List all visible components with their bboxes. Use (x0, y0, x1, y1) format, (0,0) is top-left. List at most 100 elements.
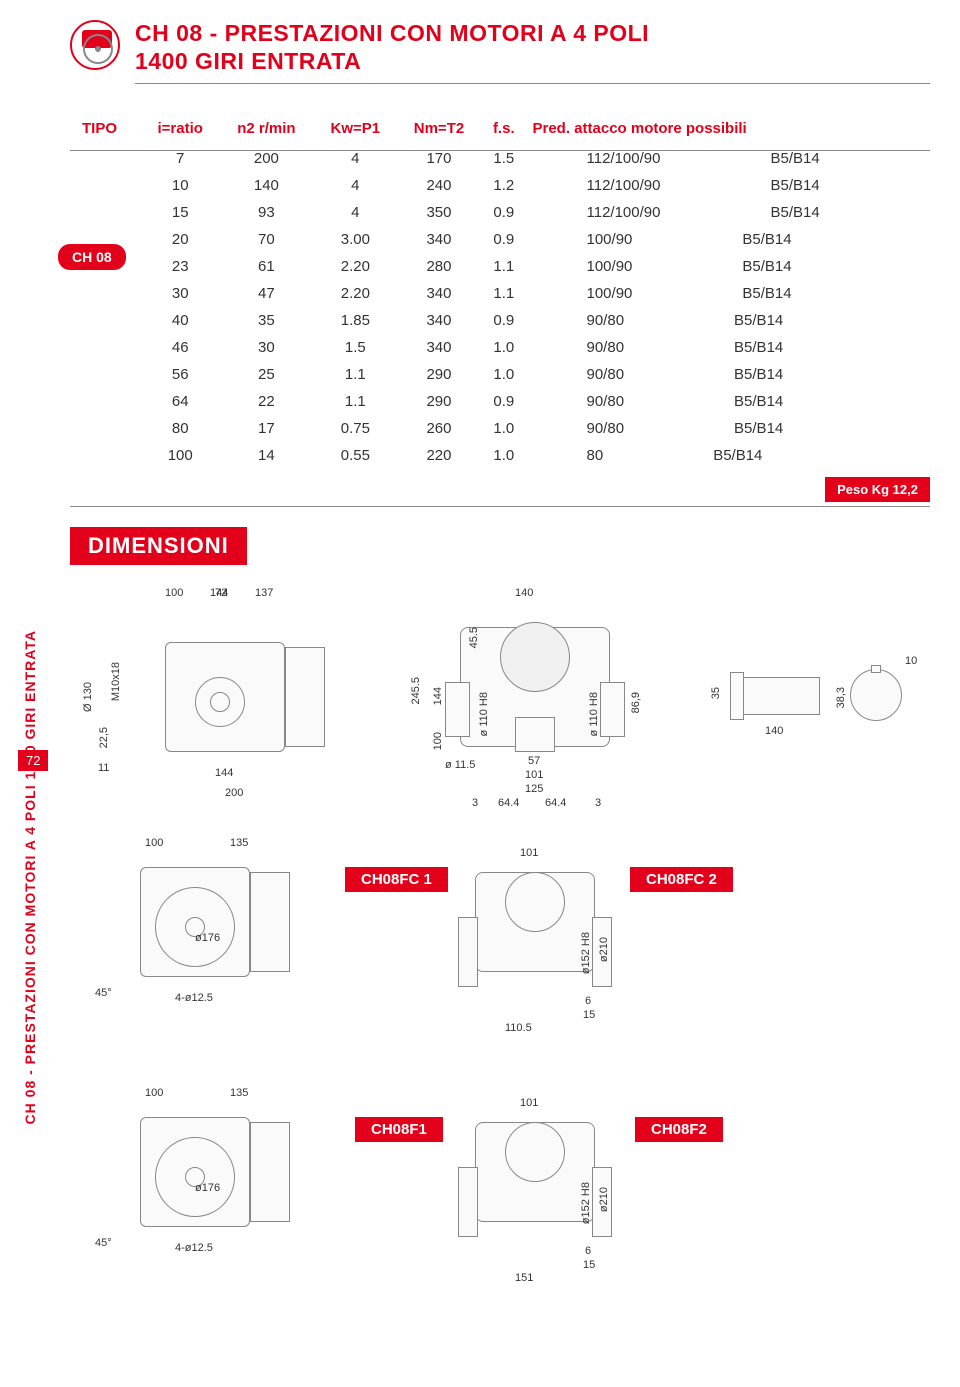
weight-badge: Peso Kg 12,2 (825, 477, 930, 502)
shaft-flange (730, 672, 744, 720)
dim: 57 (528, 755, 540, 767)
label-fc1: CH08FC 1 (345, 867, 448, 892)
label-f1: CH08F1 (355, 1117, 443, 1142)
label-fc2: CH08FC 2 (630, 867, 733, 892)
dim: 140 (765, 725, 783, 737)
drawing-fc-center: 101 ø152 H8 ø210 6 15 110.5 (440, 847, 640, 1047)
performance-table: TIPO i=ratio n2 r/min Kw=P1 Nm=T2 f.s. P… (70, 112, 930, 469)
flange-left (445, 682, 470, 737)
drawing-top-right: 35 140 38,3 10 (710, 647, 920, 747)
table-row: 56251.12901.090/80B5/B14 (70, 361, 930, 388)
dim: 35 (710, 687, 722, 699)
dim: Ø 130 (82, 682, 94, 712)
dim: 15 (583, 1259, 595, 1271)
header-divider (135, 83, 930, 84)
dim: 100 (145, 1087, 163, 1099)
table-header-row: TIPO i=ratio n2 r/min Kw=P1 Nm=T2 f.s. P… (70, 112, 930, 145)
table-row: 20703.003400.9100/90B5/B14 (70, 226, 930, 253)
col-pred: Pred. attacco motore possibili (527, 112, 931, 145)
dim: 45° (95, 1237, 112, 1249)
table-row: 46301.53401.090/80B5/B14 (70, 334, 930, 361)
f-flange (250, 1122, 290, 1222)
dim: 110.5 (505, 1022, 532, 1034)
col-tipo: TIPO (70, 112, 141, 145)
fc-flange (250, 872, 290, 972)
dim: 245.5 (410, 677, 422, 705)
col-nm: Nm=T2 (397, 112, 481, 145)
dim: 45.5 (468, 627, 480, 648)
dim: 140 (515, 587, 533, 599)
dim: ø210 (598, 1187, 610, 1212)
dimensions-area: 100 137 144 72 M10x18 Ø 130 22,5 11 144 … (70, 577, 930, 1357)
dim: 72 (215, 587, 227, 599)
dim: 86,9 (630, 692, 642, 713)
dim: ø176 (195, 932, 220, 944)
dim: 135 (230, 1087, 248, 1099)
dim: 144 (215, 767, 233, 779)
performance-table-wrap: CH 08 TIPO i=ratio n2 r/min Kw=P1 Nm=T2 … (70, 112, 930, 469)
dim: 3 (472, 797, 478, 809)
dim: ø 11.5 (445, 759, 475, 771)
table-row: 40351.853400.990/80B5/B14 (70, 307, 930, 334)
dim: 10 (905, 655, 917, 667)
f-flange-l (458, 1167, 478, 1237)
col-ratio: i=ratio (141, 112, 218, 145)
dim: ø152 H8 (580, 1182, 592, 1224)
dim: 135 (230, 837, 248, 849)
dim: 6 (585, 995, 591, 1007)
dim: 100 (145, 837, 163, 849)
drawing-fc-left: 100 135 ø176 45° 4-ø12.5 (100, 837, 310, 1037)
dim: ø 110 H8 (478, 692, 490, 736)
dim: 3 (595, 797, 601, 809)
fc-flange-l (458, 917, 478, 987)
brand-logo-icon (70, 20, 120, 70)
dim: 15 (583, 1009, 595, 1021)
drawing-top-left: 100 137 144 72 M10x18 Ø 130 22,5 11 144 … (110, 587, 340, 797)
dim: ø210 (598, 937, 610, 962)
table-head-divider (70, 150, 930, 151)
label-f2: CH08F2 (635, 1117, 723, 1142)
dim: 100 (165, 587, 183, 599)
dim: 6 (585, 1245, 591, 1257)
dim: ø152 H8 (580, 932, 592, 974)
dim: 125 (525, 783, 543, 795)
dim: 101 (520, 1097, 538, 1109)
dim: 137 (255, 587, 273, 599)
page-title-line1: CH 08 - PRESTAZIONI CON MOTORI A 4 POLI (135, 20, 930, 48)
dim: 101 (520, 847, 538, 859)
dim: 100 (432, 732, 444, 750)
drawing-top-center: 140 245.5 45.5 144 100 ø 110 H8 ø 110 H8… (400, 587, 660, 807)
dim: 151 (515, 1272, 533, 1284)
table-row: 159343500.9112/100/90B5/B14 (70, 199, 930, 226)
col-n2: n2 r/min (219, 112, 314, 145)
dim: M10x18 (110, 662, 122, 701)
title-block: CH 08 - PRESTAZIONI CON MOTORI A 4 POLI … (135, 20, 930, 84)
dim: 38,3 (835, 687, 847, 708)
dim: 64.4 (545, 797, 566, 809)
dim: 101 (525, 769, 543, 781)
flange-plate (285, 647, 325, 747)
table-row: 23612.202801.1100/90B5/B14 (70, 253, 930, 280)
page-title-line2: 1400 GIRI ENTRATA (135, 48, 930, 76)
shaft-end (850, 669, 902, 721)
table-row: 30472.203401.1100/90B5/B14 (70, 280, 930, 307)
motor-mount (500, 622, 570, 692)
keyway (871, 665, 881, 673)
table-row: 100140.552201.080B5/B14 (70, 442, 930, 469)
table-row: 1014042401.2112/100/90B5/B14 (70, 172, 930, 199)
drawing-f-center: 101 ø152 H8 ø210 6 15 151 (440, 1097, 640, 1297)
f-mount (505, 1122, 565, 1182)
dim: 200 (225, 787, 243, 799)
table-bottom-divider (70, 506, 930, 507)
dim: ø176 (195, 1182, 220, 1194)
dim: 45° (95, 987, 112, 999)
table-row: 64221.12900.990/80B5/B14 (70, 388, 930, 415)
model-badge-wrap: CH 08 (58, 244, 126, 270)
col-fs: f.s. (481, 112, 526, 145)
dim: 11 (98, 762, 109, 774)
dim: 4-ø12.5 (175, 1242, 213, 1254)
dim: 4-ø12.5 (175, 992, 213, 1004)
col-kw: Kw=P1 (314, 112, 397, 145)
model-badge: CH 08 (58, 244, 126, 270)
drawing-f-left: 100 135 ø176 45° 4-ø12.5 (100, 1087, 310, 1287)
